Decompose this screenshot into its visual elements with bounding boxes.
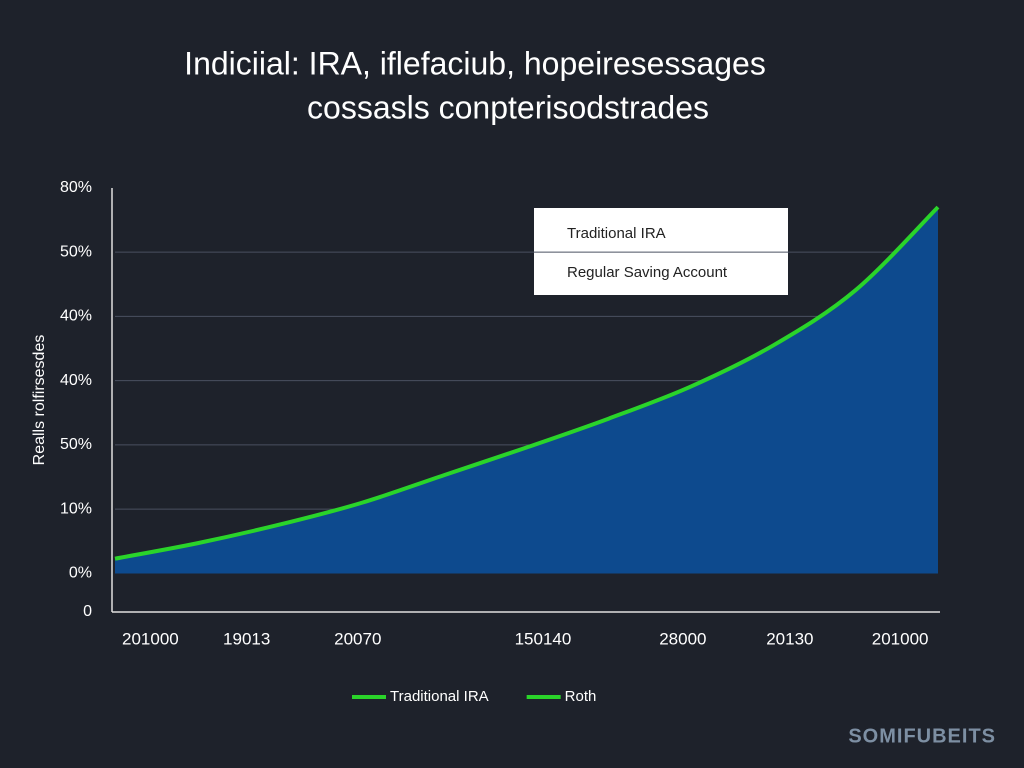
y-tick-label: 10% (60, 500, 92, 517)
x-tick-label: 150140 (515, 629, 572, 648)
legend-label: Roth (565, 688, 597, 705)
y-tick-label: 80% (60, 179, 92, 196)
line (114, 205, 940, 561)
legend-box-label: Traditional IRA (567, 225, 666, 242)
chart-title: Indiciial: IRA, iflefaciub, hopeiresessa… (184, 45, 766, 81)
y-tick-label: 40% (60, 372, 92, 389)
x-tick-label: 201000 (122, 629, 179, 648)
legend-label: Traditional IRA (390, 688, 489, 705)
y-tick-label: 40% (60, 308, 92, 325)
legend-box-label: Regular Saving Account (567, 264, 728, 281)
y-tick-label: 50% (60, 436, 92, 453)
y-tick-label: 0 (83, 603, 92, 620)
area (115, 207, 938, 574)
x-tick-label: 20130 (766, 629, 813, 648)
x-tick-label: 201000 (872, 629, 929, 648)
x-tick-label: 28000 (659, 629, 706, 648)
y-axis-label: Realls rolfirsesdes (31, 335, 48, 466)
y-tick-label: 0% (69, 565, 92, 582)
watermark: SOMIFUBEITS (848, 725, 996, 747)
x-tick-label: 19013 (223, 629, 270, 648)
x-tick-label: 20070 (334, 629, 381, 648)
chart-subtitle: cossasls conpterisodstrades (307, 89, 709, 125)
y-tick-label: 50% (60, 243, 92, 260)
legend-box (534, 208, 788, 295)
